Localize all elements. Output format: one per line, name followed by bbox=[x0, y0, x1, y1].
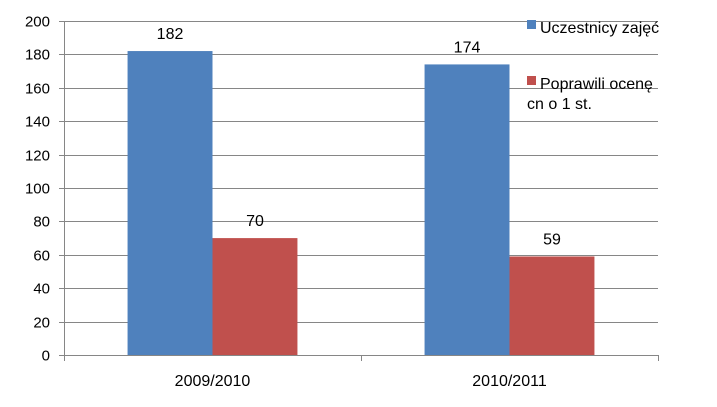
category-label-0: 2009/2010 bbox=[175, 373, 251, 390]
y-tick-label-160: 160 bbox=[25, 81, 50, 98]
y-tick-label-100: 100 bbox=[25, 181, 50, 198]
legend-label-0-line-0: Uczestnicy zajęć bbox=[540, 20, 659, 37]
legend-label-1-line-1: cn o 1 st. bbox=[527, 96, 592, 113]
y-tick-label-180: 180 bbox=[25, 47, 50, 64]
data-label-poprawili-0: 70 bbox=[246, 213, 264, 230]
y-tick-label-0: 0 bbox=[42, 348, 50, 365]
bar-uczestnicy-1 bbox=[424, 64, 510, 356]
y-tick-label-80: 80 bbox=[33, 214, 50, 231]
legend-swatch-1 bbox=[527, 76, 536, 85]
data-label-uczestnicy-1: 174 bbox=[454, 39, 481, 56]
y-tick-label-140: 140 bbox=[25, 114, 50, 131]
bar-poprawili-0 bbox=[212, 238, 298, 355]
bar-poprawili-1 bbox=[509, 256, 595, 355]
axes bbox=[59, 21, 659, 361]
legend: Uczestnicy zajęć Poprawili ocenę cn o 1 st… bbox=[527, 20, 659, 113]
legend-label-1-line-0: Poprawili ocenę bbox=[540, 76, 653, 93]
bar-uczestnicy-0 bbox=[127, 51, 213, 356]
category-label-1: 2010/2011 bbox=[472, 373, 547, 390]
y-tick-label-20: 20 bbox=[33, 315, 50, 332]
labels: 0 20 40 60 80 100 120 140 160 180 200 182 70 2009/201… bbox=[25, 14, 561, 391]
data-label-uczestnicy-0: 182 bbox=[157, 26, 184, 43]
y-tick-label-200: 200 bbox=[25, 14, 50, 31]
y-tick-label-120: 120 bbox=[25, 148, 50, 165]
y-tick-label-40: 40 bbox=[33, 281, 50, 298]
legend-swatch-0 bbox=[527, 20, 536, 29]
y-tick-label-60: 60 bbox=[33, 248, 50, 265]
data-label-poprawili-1: 59 bbox=[543, 231, 561, 248]
bars bbox=[127, 51, 595, 356]
